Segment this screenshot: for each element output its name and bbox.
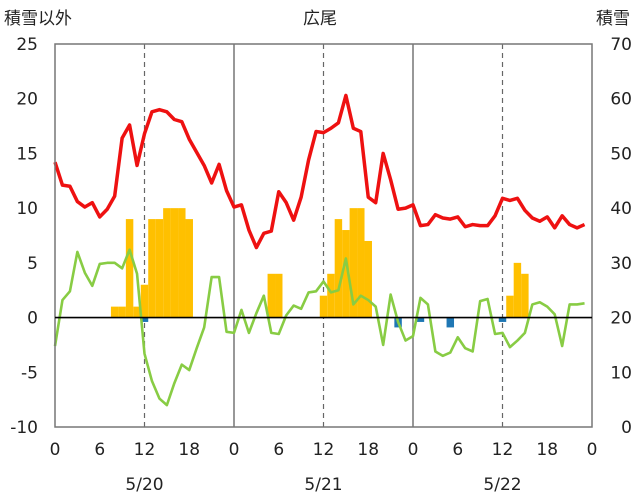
bar-0-14	[155, 219, 164, 318]
series-line-0	[53, 93, 586, 250]
x-tick-label: 6	[452, 440, 463, 460]
grid-layer	[143, 44, 504, 427]
bar-1-53	[446, 317, 455, 328]
bar-0-36	[319, 295, 328, 318]
bar-0-41	[357, 208, 365, 318]
bar-1-49	[416, 317, 425, 322]
x-tick-label: 12	[134, 440, 156, 460]
left-tick-label: 15	[16, 144, 38, 164]
series-line-1	[53, 248, 585, 407]
axis-layer	[54, 43, 593, 428]
x-tick-label: 18	[536, 440, 558, 460]
bar-0-17	[178, 208, 186, 318]
bar-0-40	[349, 208, 358, 318]
bar-0-37	[327, 273, 335, 318]
x-tick-label: 12	[313, 440, 335, 460]
right-tick-label: 50	[610, 144, 632, 164]
left-tick-label: -10	[10, 418, 38, 438]
bar-layer	[110, 208, 529, 328]
bar-0-62	[513, 262, 522, 318]
left-tick-label: 0	[27, 309, 38, 329]
bar-1-12	[140, 317, 149, 322]
bar-0-42	[364, 240, 372, 318]
line-layer	[53, 93, 586, 407]
label-layer: 積雪以外 広尾 積雪 2520151050-5-1070605040302010…	[4, 9, 632, 495]
bar-0-63	[521, 273, 529, 318]
right-axis-title: 積雪	[596, 9, 630, 29]
left-tick-label: 5	[27, 254, 38, 274]
left-tick-label: 25	[16, 35, 38, 55]
x-tick-label: 6	[273, 440, 284, 460]
right-tick-label: 30	[610, 254, 632, 274]
x-tick-label: 18	[178, 440, 200, 460]
bar-1-60	[498, 317, 507, 322]
plot-border	[54, 43, 593, 428]
right-tick-label: 20	[610, 309, 632, 329]
x-tick-label: 12	[492, 440, 514, 460]
bar-0-8	[110, 306, 119, 318]
left-tick-label: -5	[21, 363, 38, 383]
bar-0-10	[125, 219, 134, 318]
bar-0-30	[275, 273, 283, 318]
right-tick-label: 10	[610, 363, 632, 383]
date-label: 5/22	[483, 475, 521, 495]
bar-0-18	[185, 219, 193, 318]
x-tick-label: 0	[229, 440, 240, 460]
bar-0-39	[342, 230, 350, 318]
x-tick-label: 0	[50, 440, 61, 460]
left-tick-label: 20	[16, 90, 38, 110]
bar-0-16	[170, 208, 179, 318]
left-tick-label: 10	[16, 199, 38, 219]
bar-0-11	[133, 306, 141, 318]
date-label: 5/21	[304, 475, 342, 495]
bar-0-38	[334, 219, 343, 318]
x-tick-label: 0	[408, 440, 419, 460]
bar-0-61	[506, 295, 514, 318]
bar-0-9	[118, 306, 126, 318]
x-tick-label: 0	[587, 440, 598, 460]
right-tick-label: 70	[610, 35, 632, 55]
right-tick-label: 60	[610, 90, 632, 110]
right-tick-label: 0	[621, 418, 632, 438]
bar-0-12	[140, 284, 149, 318]
chart-title: 広尾	[303, 9, 337, 29]
x-tick-label: 18	[357, 440, 379, 460]
right-tick-label: 40	[610, 199, 632, 219]
date-label: 5/20	[125, 475, 163, 495]
left-axis-title: 積雪以外	[4, 9, 72, 29]
bar-0-29	[267, 273, 276, 318]
x-tick-label: 6	[94, 440, 105, 460]
bar-0-13	[148, 219, 156, 318]
bar-0-15	[163, 208, 171, 318]
